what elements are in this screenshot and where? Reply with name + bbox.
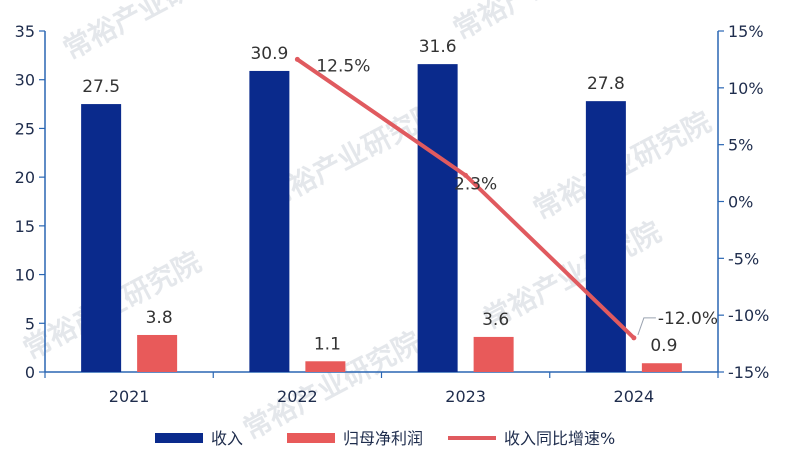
left-tick-label: 25 xyxy=(15,119,35,138)
legend-label: 收入同比增速% xyxy=(504,429,615,448)
bar-value-label: 1.1 xyxy=(314,334,341,354)
bar-net-profit xyxy=(305,361,346,372)
legend-label: 归母净利润 xyxy=(343,429,423,448)
right-tick-label: 10% xyxy=(728,79,764,98)
watermark: 常裕产业研究院 xyxy=(58,0,247,66)
label-leader-line xyxy=(637,317,656,336)
x-tick-label: 2022 xyxy=(277,387,318,406)
data-labels: 27.5 30.9 31.6 27.8 3.8 1.1 3.6 0.9 12.5% 2.3% -12… xyxy=(82,37,718,356)
left-tick-label: 10 xyxy=(15,266,35,285)
growth-value-label: 12.5% xyxy=(316,56,370,76)
right-tick-label: 5% xyxy=(728,136,753,155)
bar-value-label: 31.6 xyxy=(419,37,457,57)
axes: 0 5 10 15 20 25 30 35 -15% -10% -5% 0% 5% 10% 15% 2021 2… xyxy=(15,22,770,406)
bar-revenue xyxy=(249,70,290,373)
legend-swatch xyxy=(287,433,335,443)
growth-value-label: -12.0% xyxy=(658,309,718,329)
watermark: 常裕产业研究院 xyxy=(448,0,637,46)
right-tick-label: 0% xyxy=(728,193,753,212)
left-tick-label: 5 xyxy=(25,314,35,333)
bar-value-label: 3.6 xyxy=(482,310,509,330)
bar-value-label: 30.9 xyxy=(250,44,288,64)
growth-line xyxy=(294,56,656,341)
bar-net-profit xyxy=(137,334,178,372)
left-tick-label: 30 xyxy=(15,71,35,90)
bar-value-label: 27.8 xyxy=(587,74,625,94)
left-tick-label: 20 xyxy=(15,168,35,187)
bar-value-label: 3.8 xyxy=(146,308,173,328)
bar-revenue xyxy=(585,101,626,373)
bar-net-profit xyxy=(641,363,682,372)
legend: 收入 归母净利润 收入同比增速% xyxy=(155,429,615,448)
x-tick-label: 2024 xyxy=(614,387,655,406)
bar-revenue xyxy=(81,104,122,373)
bars xyxy=(81,64,682,373)
right-tick-label: -5% xyxy=(728,249,759,268)
bar-value-label: 27.5 xyxy=(82,77,120,97)
legend-swatch xyxy=(155,433,203,443)
bar-revenue xyxy=(417,64,458,372)
bar-net-profit xyxy=(473,336,514,372)
right-tick-label: -15% xyxy=(728,363,769,382)
bar-value-label: 0.9 xyxy=(650,336,677,356)
right-tick-label: 15% xyxy=(728,22,764,41)
growth-point xyxy=(463,172,469,178)
left-tick-label: 15 xyxy=(15,217,35,236)
right-tick-label: -10% xyxy=(728,306,769,325)
x-tick-label: 2021 xyxy=(109,387,150,406)
legend-label: 收入 xyxy=(211,429,243,448)
growth-point xyxy=(631,335,637,341)
x-tick-label: 2023 xyxy=(445,387,486,406)
left-tick-label: 0 xyxy=(25,363,35,382)
growth-value-label: 2.3% xyxy=(454,174,497,194)
growth-point xyxy=(294,56,300,62)
left-tick-label: 35 xyxy=(15,22,35,41)
